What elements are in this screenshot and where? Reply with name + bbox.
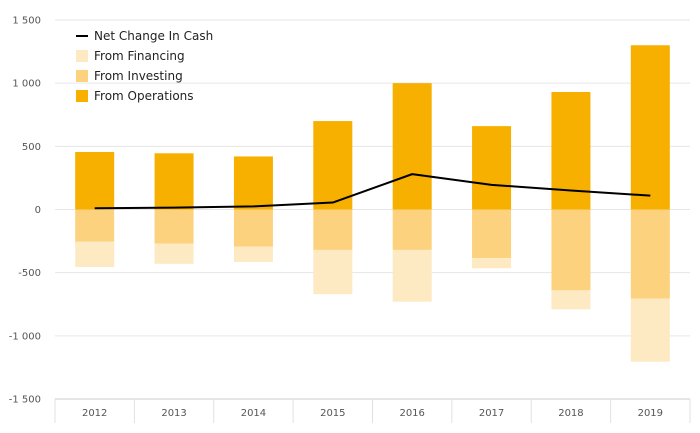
bar-from-financing-2012[interactable] [75,241,115,267]
bar-from-financing-2016[interactable] [392,249,432,302]
net-change-line [94,173,651,210]
bar-from-operations-2015[interactable] [313,121,353,210]
bar-from-investing-2017[interactable] [472,209,512,259]
y-tick-label: -1 000 [9,331,41,342]
x-tick-label: 2017 [479,408,504,419]
bar-from-operations-2012[interactable] [75,152,115,210]
bar-from-financing-2013[interactable] [154,243,194,264]
x-tick-label: 2012 [82,408,107,419]
legend-label[interactable]: From Investing [94,69,183,83]
legend: Net Change In Cash From Financing From Inv… [76,29,213,103]
bar-from-investing-2016[interactable] [392,209,432,250]
bar-from-investing-2019[interactable] [630,209,670,299]
x-tick-label: 2016 [399,408,424,419]
bar-from-operations-2019[interactable] [630,45,670,210]
bar-from-financing-2014[interactable] [233,246,273,262]
bar-from-financing-2018[interactable] [551,290,591,310]
y-tick-label: 1 000 [12,79,41,90]
bar-from-financing-2017[interactable] [472,258,512,269]
bar-from-financing-2019[interactable] [630,298,670,362]
y-tick-label: 500 [22,142,41,153]
bar-from-operations-2013[interactable] [154,153,194,210]
x-axis: 2012 2013 2014 2015 2016 2017 2018 2019 [54,398,691,423]
bars [75,45,670,362]
y-tick-label: 1 500 [12,16,41,27]
x-tick-label: 2014 [241,408,266,419]
bar-from-investing-2018[interactable] [551,209,591,291]
y-tick-label: -500 [18,268,41,279]
x-tick-label: 2015 [320,408,345,419]
bar-from-operations-2016[interactable] [392,83,432,210]
legend-swatch [76,50,88,62]
y-axis: 1 500 1 000 500 0 -500 -1 000 -1 500 [9,16,41,406]
bar-from-financing-2015[interactable] [313,249,353,295]
bar-from-operations-2014[interactable] [233,156,273,210]
x-tick-label: 2013 [161,408,186,419]
bar-from-investing-2012[interactable] [75,209,115,242]
x-tick-label: 2019 [638,408,663,419]
bar-from-investing-2013[interactable] [154,209,194,244]
y-tick-label: 0 [35,205,41,216]
legend-label[interactable]: From Operations [94,89,194,103]
bar-from-operations-2017[interactable] [472,126,512,210]
legend-label[interactable]: From Financing [94,49,185,63]
legend-swatch [76,70,88,82]
bar-from-investing-2015[interactable] [313,209,353,250]
x-tick-label: 2018 [558,408,583,419]
bar-from-investing-2014[interactable] [233,209,273,247]
legend-swatch [76,90,88,102]
y-tick-label: -1 500 [9,395,41,406]
net-change-in-cash-line[interactable] [94,173,651,210]
legend-label[interactable]: Net Change In Cash [94,29,213,43]
